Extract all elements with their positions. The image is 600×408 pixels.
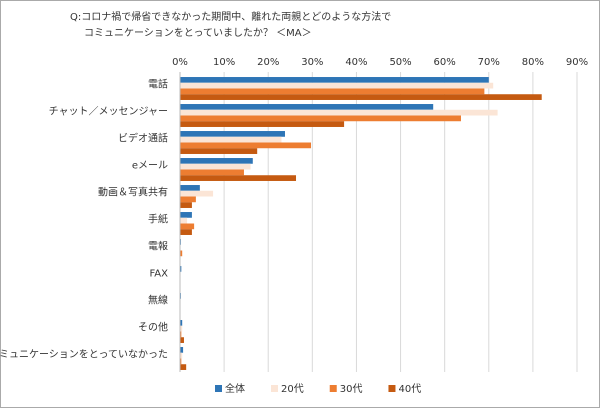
chart-title: Q:コロナ禍で帰省できなかった期間中、離れた両親とどのような方法で (70, 10, 391, 23)
bar (180, 148, 258, 154)
legend-label: 全体 (225, 382, 245, 395)
bar (180, 250, 183, 257)
legend-swatch (388, 385, 396, 392)
bar (180, 158, 253, 164)
x-tick-label: 20% (257, 57, 279, 68)
legend-label: 40代 (398, 383, 421, 395)
x-tick-label: 0% (172, 57, 188, 68)
legend-swatch (215, 385, 222, 392)
bar (180, 266, 182, 272)
y-tick-label: ビデオ通話 (118, 131, 168, 144)
bar (180, 331, 182, 338)
bar (180, 131, 285, 137)
bar (180, 364, 187, 370)
bar (180, 136, 282, 143)
x-tick-label: 60% (434, 57, 456, 68)
x-tick-label: 30% (301, 57, 323, 68)
bar (180, 175, 297, 181)
legend-swatch (329, 385, 337, 392)
bar (180, 94, 542, 100)
x-tick-label: 50% (389, 57, 411, 68)
bar (180, 185, 200, 191)
bar (180, 190, 214, 197)
x-tick-label: 10% (213, 57, 235, 68)
bar (180, 77, 489, 83)
bar (180, 212, 192, 218)
x-tick-label: 90% (566, 57, 588, 68)
bar (180, 347, 184, 353)
bar (180, 202, 192, 208)
bar (180, 82, 494, 89)
bar (180, 121, 345, 127)
bar (180, 88, 485, 95)
bar (180, 217, 188, 224)
legend-swatch (271, 385, 278, 392)
chart-title: コミュニケーションをとっていましたか？ ＜MA＞ (84, 27, 312, 39)
bar (180, 142, 312, 149)
bar (180, 163, 251, 170)
legend-label: 20代 (281, 383, 304, 395)
bar (180, 115, 461, 122)
bar (180, 320, 183, 326)
y-tick-label: チャット／メッセンジャー (49, 105, 168, 117)
bar (180, 109, 498, 116)
x-tick-label: 80% (522, 57, 544, 68)
x-tick-label: 70% (478, 57, 500, 68)
bar (180, 104, 434, 110)
bar (180, 223, 195, 230)
y-tick-label: コミュニケーションをとっていなかった (0, 348, 168, 360)
bar (180, 358, 182, 365)
bar (180, 352, 183, 359)
bar (180, 169, 244, 176)
bar (180, 229, 192, 235)
y-tick-label: eメール (132, 160, 168, 171)
bar (180, 196, 196, 203)
bar (180, 337, 184, 343)
y-tick-label: 電報 (148, 240, 168, 252)
y-tick-label: 動画＆写真共有 (98, 185, 168, 198)
y-tick-label: 無線 (148, 293, 168, 306)
y-tick-label: FAX (149, 268, 168, 279)
legend-label: 30代 (340, 383, 363, 395)
bar (180, 325, 183, 332)
y-tick-label: 電話 (148, 77, 168, 90)
x-tick-label: 40% (345, 57, 367, 68)
y-tick-label: 手紙 (148, 212, 168, 225)
y-tick-label: その他 (138, 320, 168, 333)
